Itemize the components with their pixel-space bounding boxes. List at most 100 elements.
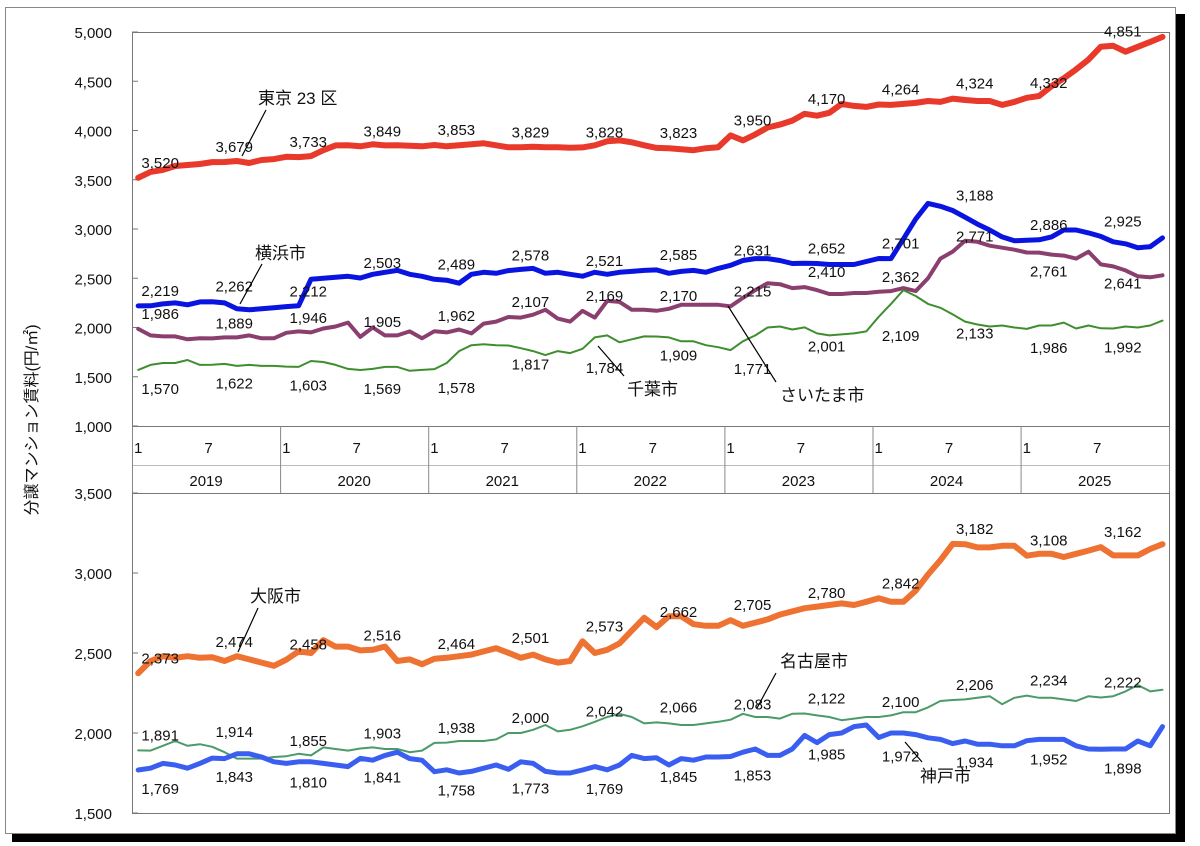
data-label: 2,122 <box>808 690 846 707</box>
data-label: 1,843 <box>215 769 253 786</box>
data-label: 2,516 <box>364 627 402 644</box>
data-label: 2,503 <box>364 255 402 272</box>
year-tick-label: 2021 <box>486 473 519 490</box>
data-label: 1,903 <box>364 726 402 743</box>
series-line-0-1 <box>135 200 1165 313</box>
series-line-1-2 <box>135 722 1165 776</box>
y-tick-label: 3,500 <box>74 173 112 190</box>
data-label: 4,264 <box>882 81 920 98</box>
data-label: 3,950 <box>734 112 772 129</box>
month-tick-label: 7 <box>797 440 805 457</box>
y-tick-label: 5,000 <box>74 25 112 42</box>
month-tick-label: 1 <box>282 440 290 457</box>
data-label: 1,889 <box>215 315 253 332</box>
data-label: 1,773 <box>512 780 550 797</box>
data-label: 1,810 <box>289 774 327 791</box>
data-label: 2,578 <box>512 248 550 265</box>
series-name-label: 千葉市 <box>627 380 678 399</box>
month-tick-label: 1 <box>430 440 438 457</box>
data-label: 2,410 <box>808 264 846 281</box>
frame-shadow-bottom <box>12 834 1185 842</box>
data-label: 1,986 <box>141 306 179 323</box>
data-label: 1,578 <box>438 380 476 397</box>
series-line-0-0 <box>135 33 1166 181</box>
data-label: 1,909 <box>660 347 698 364</box>
data-label: 2,212 <box>289 284 327 301</box>
data-label: 4,170 <box>808 91 846 108</box>
y-tick-label: 2,000 <box>74 726 112 743</box>
month-tick-label: 7 <box>352 440 360 457</box>
data-label: 1,771 <box>734 361 772 378</box>
month-tick-label: 7 <box>501 440 509 457</box>
data-label: 2,133 <box>956 325 994 342</box>
y-axes: 1,000 1,500 2,000 2,500 3,000 3,500 4,000 4,500… <box>74 25 138 823</box>
series-name-label: 横浜市 <box>255 244 306 263</box>
y-tick-label: 3,000 <box>74 566 112 583</box>
frame-shadow-right <box>1176 14 1185 842</box>
month-tick-label: 1 <box>134 440 142 457</box>
data-label: 2,780 <box>808 585 846 602</box>
data-label: 2,206 <box>956 677 994 694</box>
month-tick-label: 7 <box>204 440 212 457</box>
data-label: 1,905 <box>364 314 402 331</box>
data-label: 3,679 <box>215 139 253 156</box>
data-label: 3,162 <box>1104 524 1142 541</box>
data-label: 1,569 <box>364 381 402 398</box>
y-tick-label: 4,500 <box>74 74 112 91</box>
data-label: 1,769 <box>586 781 624 798</box>
data-label: 1,603 <box>289 378 327 395</box>
leader-line <box>241 109 267 157</box>
data-labels: 3,520 3,679 3,733 3,849 3,853 3,829 3,828 3,823… <box>141 24 1141 800</box>
data-label: 3,520 <box>141 155 179 172</box>
data-label: 2,925 <box>1104 213 1142 230</box>
data-label: 2,219 <box>141 283 179 300</box>
data-label: 2,215 <box>734 283 772 300</box>
data-label: 2,771 <box>956 229 994 246</box>
data-label: 2,705 <box>734 597 772 614</box>
series-line-1-1 <box>137 684 1164 760</box>
series-name-label: 神戸市 <box>920 767 971 786</box>
data-label: 1,855 <box>289 733 327 750</box>
data-label: 1,985 <box>808 746 846 763</box>
month-tick-label: 1 <box>875 440 883 457</box>
data-label: 2,474 <box>215 634 253 651</box>
data-label: 2,573 <box>586 618 624 635</box>
year-tick-label: 2020 <box>337 473 370 490</box>
data-label: 1,898 <box>1104 760 1142 777</box>
data-label: 1,570 <box>141 381 179 398</box>
data-label: 2,083 <box>734 697 772 714</box>
data-label: 3,829 <box>512 124 550 141</box>
data-label: 2,222 <box>1104 674 1142 691</box>
month-tick-label: 7 <box>945 440 953 457</box>
data-label: 2,585 <box>660 247 698 264</box>
leader-line <box>597 345 625 377</box>
series-name-label: 大阪市 <box>250 587 301 606</box>
leader-line <box>756 672 777 709</box>
data-label: 2,641 <box>1104 275 1142 292</box>
data-label: 1,845 <box>660 769 698 786</box>
data-label: 2,262 <box>215 279 253 296</box>
year-tick-label: 2025 <box>1078 473 1111 490</box>
data-label: 3,188 <box>956 187 994 204</box>
data-label: 4,851 <box>1104 24 1142 41</box>
data-label: 2,701 <box>882 235 920 252</box>
data-label: 2,662 <box>660 604 698 621</box>
data-label: 2,100 <box>882 694 920 711</box>
data-label: 1,769 <box>141 781 179 798</box>
data-label: 2,066 <box>660 699 698 716</box>
data-label: 1,946 <box>289 310 327 327</box>
year-tick-label: 2022 <box>634 473 667 490</box>
data-label: 2,000 <box>512 710 550 727</box>
year-tick-label: 2023 <box>782 473 815 490</box>
leader-line <box>239 263 263 305</box>
y-tick-label: 4,000 <box>74 124 112 141</box>
data-label: 2,107 <box>512 294 550 311</box>
data-label: 2,458 <box>289 637 327 654</box>
leader-line <box>237 607 259 653</box>
data-label: 2,042 <box>586 703 624 720</box>
data-label: 2,373 <box>141 650 179 667</box>
data-label: 3,823 <box>660 125 698 142</box>
data-label: 3,733 <box>289 134 327 151</box>
